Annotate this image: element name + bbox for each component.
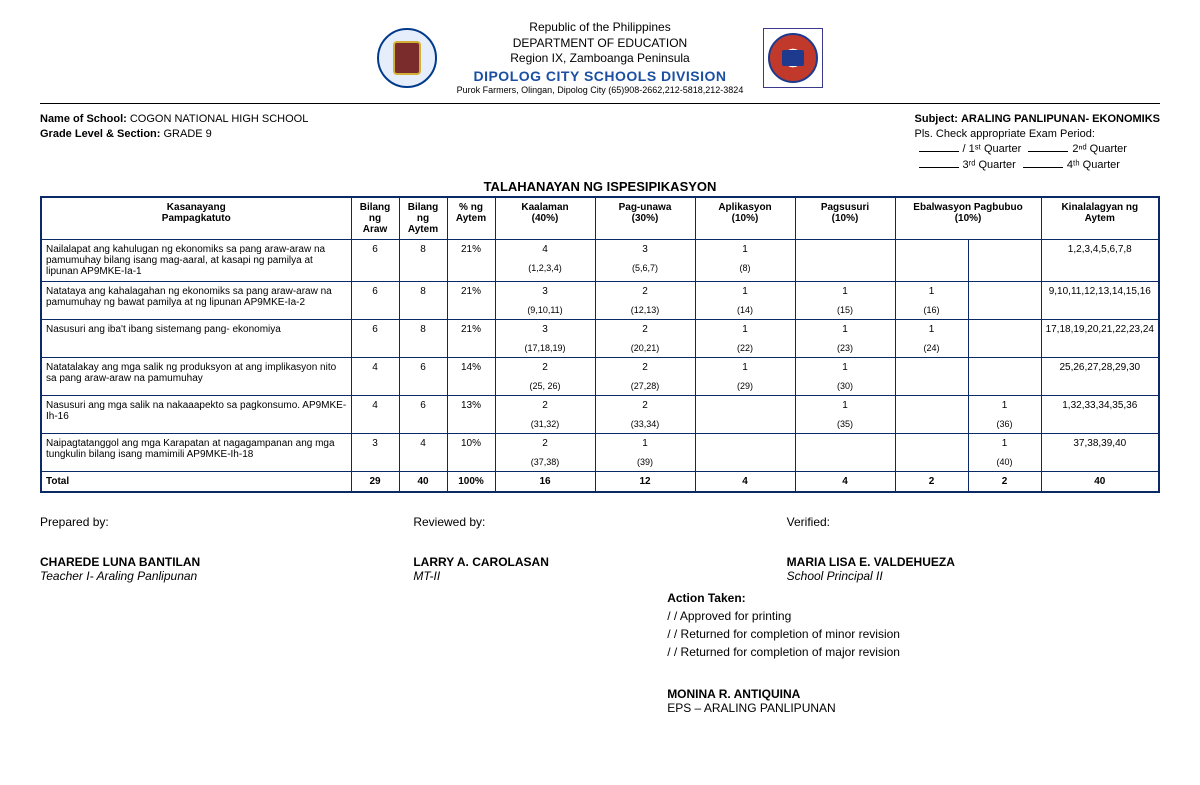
table-row: Nailalapat ang kahulugan ng ekonomiks sa… [41,240,1159,282]
specification-table: Kasanayang Pampagkatuto BilangngAraw Bil… [40,196,1160,493]
action-approved: / / Approved for printing [667,607,1160,625]
grade-label: Grade Level & Section: [40,128,160,140]
subject-value: ARALING PANLIPUNAN- EKONOMIKS [961,113,1160,125]
prepared-title: Teacher I- Araling Panlipunan [40,569,413,583]
deped-seal-icon [377,28,437,88]
grade-value: GRADE 9 [164,128,212,140]
verified-label: Verified: [787,515,1160,529]
final-signature: MONINA R. ANTIQUINA EPS – ARALING PANLIP… [667,687,1160,715]
prepared-label: Prepared by: [40,515,413,529]
prepared-name: CHAREDE LUNA BANTILAN [40,555,413,569]
table-total-row: Total2940100%1612442240 [41,472,1159,493]
verified-title: School Principal II [787,569,1160,583]
action-taken-block: Action Taken: / / Approved for printing … [667,589,1160,661]
reviewed-name: LARRY A. CAROLASAN [413,555,786,569]
q1-blank[interactable] [919,151,959,152]
info-section: Name of School: COGON NATIONAL HIGH SCHO… [40,112,1160,174]
verified-name: MARIA LISA E. VALDEHUEZA [787,555,1160,569]
table-row: Natatalakay ang mga salik ng produksyon … [41,358,1159,396]
action-major: / / Returned for completion of major rev… [667,643,1160,661]
q4-blank[interactable] [1023,167,1063,168]
table-title: TALAHANAYAN NG ISPESIPIKASYON [40,179,1160,194]
signature-section: Prepared by: CHAREDE LUNA BANTILAN Teach… [40,515,1160,715]
table-row: Naipagtatanggol ang mga Karapatan at nag… [41,434,1159,472]
deped-logo-icon [763,28,823,88]
reviewed-label: Reviewed by: [413,515,786,529]
table-row: Nasusuri ang iba't ibang sistemang pang-… [41,320,1159,358]
header-line2: DEPARTMENT OF EDUCATION [457,36,744,52]
header-line3: Region IX, Zamboanga Peninsula [457,51,744,67]
quarter-line-1: / 1ˢᵗ Quarter 2ⁿᵈ Quarter [915,142,1160,157]
header-sub: Purok Farmers, Olingan, Dipolog City (65… [457,85,744,97]
q2-blank[interactable] [1028,151,1068,152]
q3-blank[interactable] [919,167,959,168]
table-row: Nasusuri ang mga salik na nakaaapekto sa… [41,396,1159,434]
school-value: COGON NATIONAL HIGH SCHOOL [130,113,308,125]
reviewed-title: MT-II [413,569,786,583]
quarter-line-2: 3ʳᵈ Quarter 4ᵗʰ Quarter [915,158,1160,173]
document-header: Republic of the Philippines DEPARTMENT O… [40,20,1160,97]
table-header-row: Kasanayang Pampagkatuto BilangngAraw Bil… [41,197,1159,240]
table-row: Natataya ang kahalagahan ng ekonomiks sa… [41,282,1159,320]
school-label: Name of School: [40,113,127,125]
check-label: Pls. Check appropriate Exam Period: [915,127,1160,142]
header-line1: Republic of the Philippines [457,20,744,36]
header-divider [40,103,1160,104]
action-minor: / / Returned for completion of minor rev… [667,625,1160,643]
header-division: DIPOLOG CITY SCHOOLS DIVISION [457,67,744,85]
subject-label: Subject: [915,113,958,125]
